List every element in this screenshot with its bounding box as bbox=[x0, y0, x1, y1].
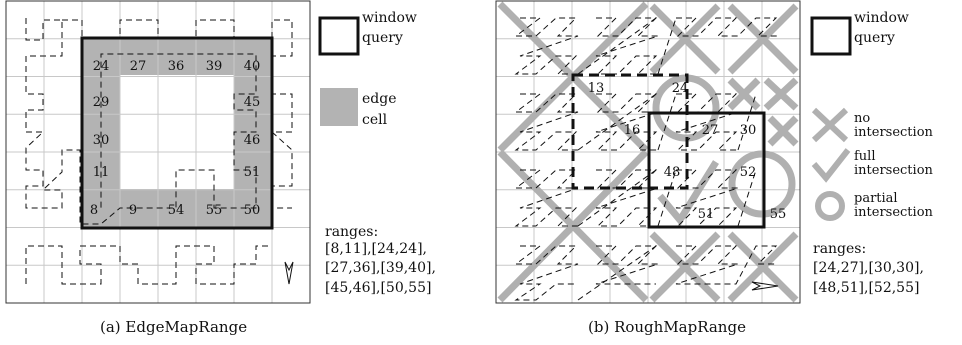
curve-end-arrow-a bbox=[284, 261, 294, 285]
covering-region-b bbox=[571, 73, 689, 190]
space-filling-curve-a-top bbox=[62, 19, 293, 209]
panel-b-cell-label: 16 bbox=[624, 123, 641, 138]
panel-b-cell-label: 13 bbox=[588, 81, 605, 96]
panel-a-cell-label: 30 bbox=[93, 133, 110, 148]
panel-b-cell-label: 24 bbox=[672, 81, 689, 96]
space-filling-curve-a-bottom bbox=[25, 245, 272, 285]
ranges-line-a-3: [45,46],[50,55] bbox=[325, 280, 431, 296]
legend-window-label-b-2: query bbox=[854, 30, 895, 46]
edge-cells bbox=[82, 39, 272, 227]
panel-b: 13 24 16 27 30 48 52 51 55 window query no inter… bbox=[495, 0, 934, 336]
legend-full-intersection-label-2: intersection bbox=[854, 163, 934, 178]
legend-window-label-b-1: window bbox=[854, 10, 909, 26]
legend-no-intersection-icon bbox=[811, 107, 849, 143]
panel-a-cell-label: 24 bbox=[93, 59, 110, 74]
panel-b-cell-label: 48 bbox=[664, 165, 681, 180]
legend-edge-cell-label-2: cell bbox=[362, 112, 388, 128]
legend-full-intersection-icon bbox=[811, 148, 851, 183]
panel-a-cell-label: 39 bbox=[206, 59, 223, 74]
cell-labels-b: 13 24 16 27 30 48 52 51 55 bbox=[588, 81, 787, 222]
grid-frame-b bbox=[495, 0, 801, 304]
panel-a-cell-label: 50 bbox=[244, 203, 261, 218]
legend-window-label-a-2: query bbox=[362, 30, 403, 46]
window-query-a bbox=[80, 36, 274, 230]
ranges-line-a-1: [8,11],[24,24], bbox=[325, 241, 427, 257]
legend-window-label-a-1: window bbox=[362, 10, 417, 26]
panel-a-cell-label: 11 bbox=[93, 165, 110, 180]
panel-a-cell-label: 45 bbox=[244, 95, 261, 110]
panel-a-cell-label: 46 bbox=[244, 133, 261, 148]
legend-partial-intersection-icon bbox=[815, 191, 845, 221]
panel-b-cell-label: 55 bbox=[770, 207, 787, 222]
legend-partial-intersection-label-2: intersection bbox=[854, 205, 934, 220]
caption-b: (b) RoughMapRange bbox=[588, 318, 746, 336]
panel-a-cell-label: 8 bbox=[90, 203, 98, 218]
panel-a-cell-label: 27 bbox=[130, 59, 147, 74]
panel-b-cell-label: 51 bbox=[698, 207, 715, 222]
panel-a-cell-label: 51 bbox=[244, 165, 261, 180]
curve-end-arrow-b bbox=[751, 281, 779, 291]
legend-edge-cell-label-1: edge bbox=[362, 91, 397, 107]
legend-full-intersection-label-1: full bbox=[854, 149, 876, 164]
ranges-title-b: ranges: bbox=[813, 241, 866, 257]
legend-no-intersection-label-1: no bbox=[854, 111, 870, 126]
grid-frame-a bbox=[5, 0, 311, 304]
ranges-line-b-1: [24,27],[30,30], bbox=[813, 260, 924, 276]
panel-b-cell-label: 52 bbox=[740, 165, 757, 180]
window-query-b bbox=[647, 111, 766, 229]
legend-edge-cell-swatch bbox=[320, 88, 358, 126]
ranges-line-a-2: [27,36],[39,40], bbox=[325, 260, 436, 276]
legend-window-swatch-a bbox=[318, 16, 360, 56]
legend-partial-intersection-label-1: partial bbox=[854, 191, 898, 206]
panel-a-cell-label: 36 bbox=[168, 59, 185, 74]
panel-a-cell-label: 40 bbox=[244, 59, 261, 74]
ranges-title-a: ranges: bbox=[325, 224, 378, 240]
panel-a-cell-label: 55 bbox=[206, 203, 223, 218]
caption-a: (a) EdgeMapRange bbox=[100, 318, 247, 336]
cell-labels-a: 24 27 36 39 40 29 45 30 46 11 51 8 9 54 55 50 bbox=[90, 59, 260, 218]
legend-window-swatch-b bbox=[810, 16, 852, 56]
panel-b-cell-label: 30 bbox=[740, 123, 757, 138]
panel-a-cell-label: 9 bbox=[129, 203, 137, 218]
panel-b-cell-label: 27 bbox=[702, 123, 719, 138]
legend-no-intersection-label-2: intersection bbox=[854, 125, 934, 140]
ranges-line-b-2: [48,51],[52,55] bbox=[813, 280, 919, 296]
panel-a-cell-label: 54 bbox=[168, 203, 185, 218]
panel-a: 24 27 36 39 40 29 45 30 46 11 51 8 9 54 55 50 window qu… bbox=[5, 0, 436, 336]
panel-a-cell-label: 29 bbox=[93, 95, 110, 110]
